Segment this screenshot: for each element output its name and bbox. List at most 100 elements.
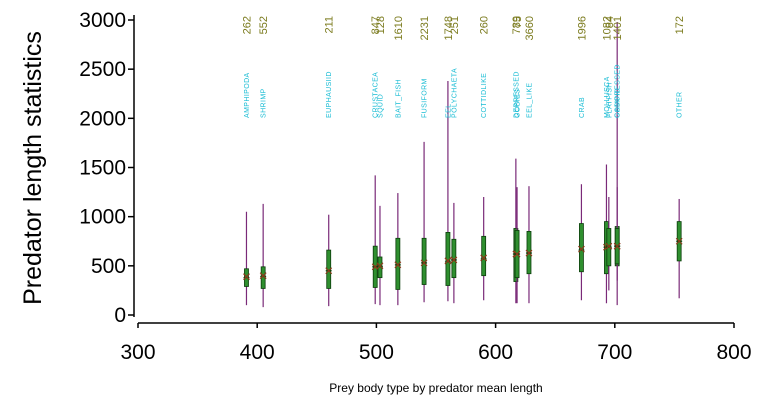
category-label: FUSIFORM [422, 78, 429, 118]
count-label: 1401 [612, 16, 624, 40]
mean-marker-stroke [450, 256, 458, 264]
x-tick-label: 300 [120, 341, 155, 364]
mean-marker [376, 262, 384, 270]
mean-marker [613, 242, 621, 250]
category-label: AMPHIPODA [244, 72, 251, 118]
box-plot [444, 80, 452, 302]
category-label: EUPHAUSIID [326, 71, 333, 118]
axes: 300 400 500 600 700 800 0 500 1000 1500 2000 2500 30… [79, 9, 751, 364]
y-tick-label: 2000 [79, 107, 126, 130]
category-label: GADOID [615, 88, 622, 118]
mean-marker [444, 257, 452, 265]
box-plot [513, 187, 521, 304]
mean-marker [577, 245, 585, 253]
category-label: CRUSTACEA [373, 72, 380, 118]
box-plot [675, 198, 683, 299]
plot-area: AMPHIPODA 262 SHRIMP 552 EUPHAUSIID 211 CRUSTA… [241, 16, 686, 308]
x-tick-label: 500 [359, 341, 394, 364]
count-label: 128 [375, 16, 387, 34]
box-plot [577, 184, 585, 301]
count-label: 262 [241, 16, 253, 34]
mean-marker [480, 254, 488, 262]
count-label: 251 [449, 16, 461, 34]
mean-marker-stroke [371, 263, 379, 271]
mean-marker-stroke [420, 259, 428, 267]
x-tick-label: 400 [240, 341, 275, 364]
category-label: EEL [445, 104, 452, 118]
box-plot [420, 141, 428, 303]
count-label: 552 [258, 16, 270, 34]
count-label: 2231 [419, 16, 431, 40]
category-label: FLATFISH [606, 82, 613, 118]
mean-marker-stroke [444, 257, 452, 265]
box-plot [450, 202, 458, 304]
mean-marker-stroke [513, 250, 521, 258]
count-label: 3660 [524, 16, 536, 40]
mean-marker [605, 242, 613, 250]
x-tick-label: 700 [597, 341, 632, 364]
mean-marker-stroke [325, 267, 333, 275]
mean-marker [450, 256, 458, 264]
box-plot [325, 214, 333, 307]
y-tick-label: 1500 [79, 157, 126, 180]
box-plot [605, 197, 613, 291]
mean-marker-stroke [525, 249, 533, 257]
mean-marker [525, 249, 533, 257]
y-axis-title: Predator length statistics [19, 31, 47, 305]
mean-marker-stroke [605, 242, 613, 250]
mean-marker-stroke [243, 273, 250, 281]
box-plot [259, 203, 267, 308]
mean-marker [675, 237, 683, 245]
count-label: 260 [479, 16, 491, 34]
category-label: SQUID [377, 94, 384, 118]
mean-marker [420, 259, 428, 267]
y-tick-label: 500 [91, 255, 126, 278]
count-label: 75 [512, 16, 524, 28]
mean-marker-stroke [394, 261, 402, 269]
box-plot [371, 175, 379, 305]
mean-marker [394, 261, 402, 269]
mean-marker-stroke [376, 262, 384, 270]
count-label: 84 [604, 16, 616, 28]
category-label: EEL_LIKE [526, 83, 533, 119]
box-plot [376, 205, 384, 306]
mean-marker-stroke [613, 242, 621, 250]
mean-marker [325, 267, 333, 275]
category-label: POLYCHAETA [451, 68, 458, 118]
count-label: 847 [370, 16, 382, 34]
category-label: COMPRESSED [615, 64, 622, 118]
count-label: 211 [324, 16, 336, 34]
mean-marker [259, 272, 267, 280]
box-plot [394, 193, 402, 306]
box-plot [243, 211, 250, 306]
mean-marker-stroke [577, 245, 585, 253]
box-iqr [395, 237, 401, 290]
y-tick-label: 0 [114, 304, 126, 327]
x-tick-label: 800 [716, 341, 751, 364]
count-label: 1748 [443, 16, 455, 40]
category-label: DEPRESSED [513, 71, 520, 118]
count-label: 789 [511, 16, 523, 34]
category-label: OTHER [677, 92, 684, 119]
box-plot [480, 197, 488, 301]
count-label: 172 [674, 16, 686, 34]
y-tick-label: 2500 [79, 58, 126, 81]
y-tick-label: 3000 [79, 9, 126, 32]
count-label: 1610 [393, 16, 405, 40]
mean-marker-stroke [480, 254, 488, 262]
category-label: CRAB [579, 97, 586, 118]
category-label: COTTIDLIKE [481, 73, 488, 118]
mean-marker-stroke [259, 272, 267, 280]
x-axis-title: Prey body type by predator mean length [329, 381, 542, 395]
category-label: GOBIES [515, 89, 522, 118]
count-label: 1996 [576, 16, 588, 40]
mean-marker [513, 250, 521, 258]
box-plot [525, 186, 533, 304]
box-plot [613, 187, 621, 281]
category-label: SHRIMP [261, 88, 268, 118]
category-label: BAIT_FISH [395, 79, 402, 118]
x-tick-label: 600 [478, 341, 513, 364]
mean-marker [243, 273, 250, 281]
mean-marker-stroke [675, 237, 683, 245]
